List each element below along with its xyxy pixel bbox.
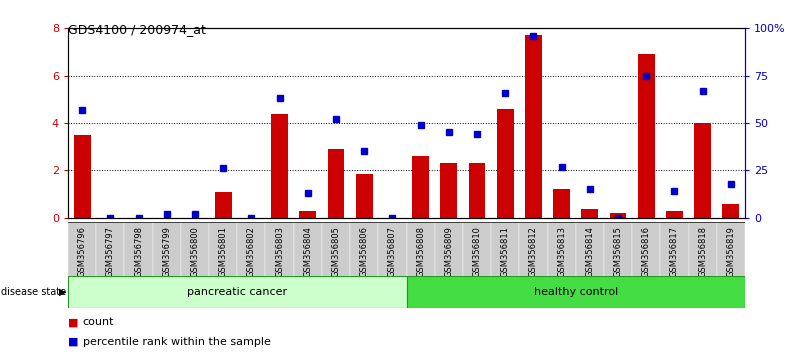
Text: GSM356808: GSM356808 [416,226,425,277]
Bar [576,222,604,306]
Text: GSM356807: GSM356807 [388,226,397,277]
Text: GSM356800: GSM356800 [191,226,199,277]
Bar [322,222,350,306]
Bar [74,135,91,218]
Text: GSM356804: GSM356804 [304,226,312,277]
Bar [463,222,491,306]
Bar [328,149,344,218]
Text: GSM356817: GSM356817 [670,226,679,277]
Bar [497,109,513,218]
Bar [265,222,294,306]
Bar [469,163,485,218]
Text: GSM356813: GSM356813 [557,226,566,277]
Text: ■: ■ [68,337,78,347]
Bar [356,174,372,218]
Text: ▶: ▶ [58,287,66,297]
Bar [124,222,153,306]
Bar [378,222,407,306]
Text: GSM356814: GSM356814 [586,226,594,277]
Bar [491,222,519,306]
Bar [666,211,683,218]
Text: count: count [83,318,114,327]
Bar [215,192,231,218]
Text: GSM356818: GSM356818 [698,226,707,277]
Text: GSM356801: GSM356801 [219,226,227,277]
Bar [694,123,711,218]
Text: GSM356809: GSM356809 [445,226,453,277]
Text: GSM356811: GSM356811 [501,226,509,277]
Bar [689,222,717,306]
Bar [717,222,745,306]
Bar [525,35,542,218]
Bar [153,222,181,306]
Bar [96,222,124,306]
Bar [553,189,570,218]
Bar [413,156,429,218]
Text: GSM356812: GSM356812 [529,226,538,277]
Bar [441,163,457,218]
Text: GSM356805: GSM356805 [332,226,340,277]
Text: GSM356819: GSM356819 [727,226,735,277]
Bar [604,222,632,306]
Bar [407,276,745,308]
Bar [209,222,237,306]
Bar [294,222,322,306]
Text: GSM356810: GSM356810 [473,226,481,277]
Bar [68,222,96,306]
Bar [610,213,626,218]
Bar [181,222,209,306]
Text: GSM356803: GSM356803 [275,226,284,277]
Bar [582,210,598,218]
Bar [519,222,548,306]
Bar [407,222,435,306]
Bar [632,222,660,306]
Text: ■: ■ [68,318,78,327]
Text: GSM356797: GSM356797 [106,226,115,277]
Bar [723,204,739,218]
Bar [660,222,689,306]
Text: GSM356802: GSM356802 [247,226,256,277]
Bar [638,55,654,218]
Bar [300,211,316,218]
Bar [237,222,265,306]
Text: GSM356799: GSM356799 [163,226,171,277]
Text: GSM356806: GSM356806 [360,226,368,277]
Text: percentile rank within the sample: percentile rank within the sample [83,337,271,347]
Text: GSM356816: GSM356816 [642,226,650,277]
Text: disease state: disease state [1,287,66,297]
Text: GSM356796: GSM356796 [78,226,87,277]
Text: GDS4100 / 200974_at: GDS4100 / 200974_at [68,23,206,36]
Bar [271,114,288,218]
Bar [435,222,463,306]
Bar [68,276,407,308]
Text: pancreatic cancer: pancreatic cancer [187,287,288,297]
Bar [548,222,576,306]
Text: healthy control: healthy control [533,287,618,297]
Text: GSM356798: GSM356798 [134,226,143,277]
Text: GSM356815: GSM356815 [614,226,622,277]
Bar [350,222,378,306]
